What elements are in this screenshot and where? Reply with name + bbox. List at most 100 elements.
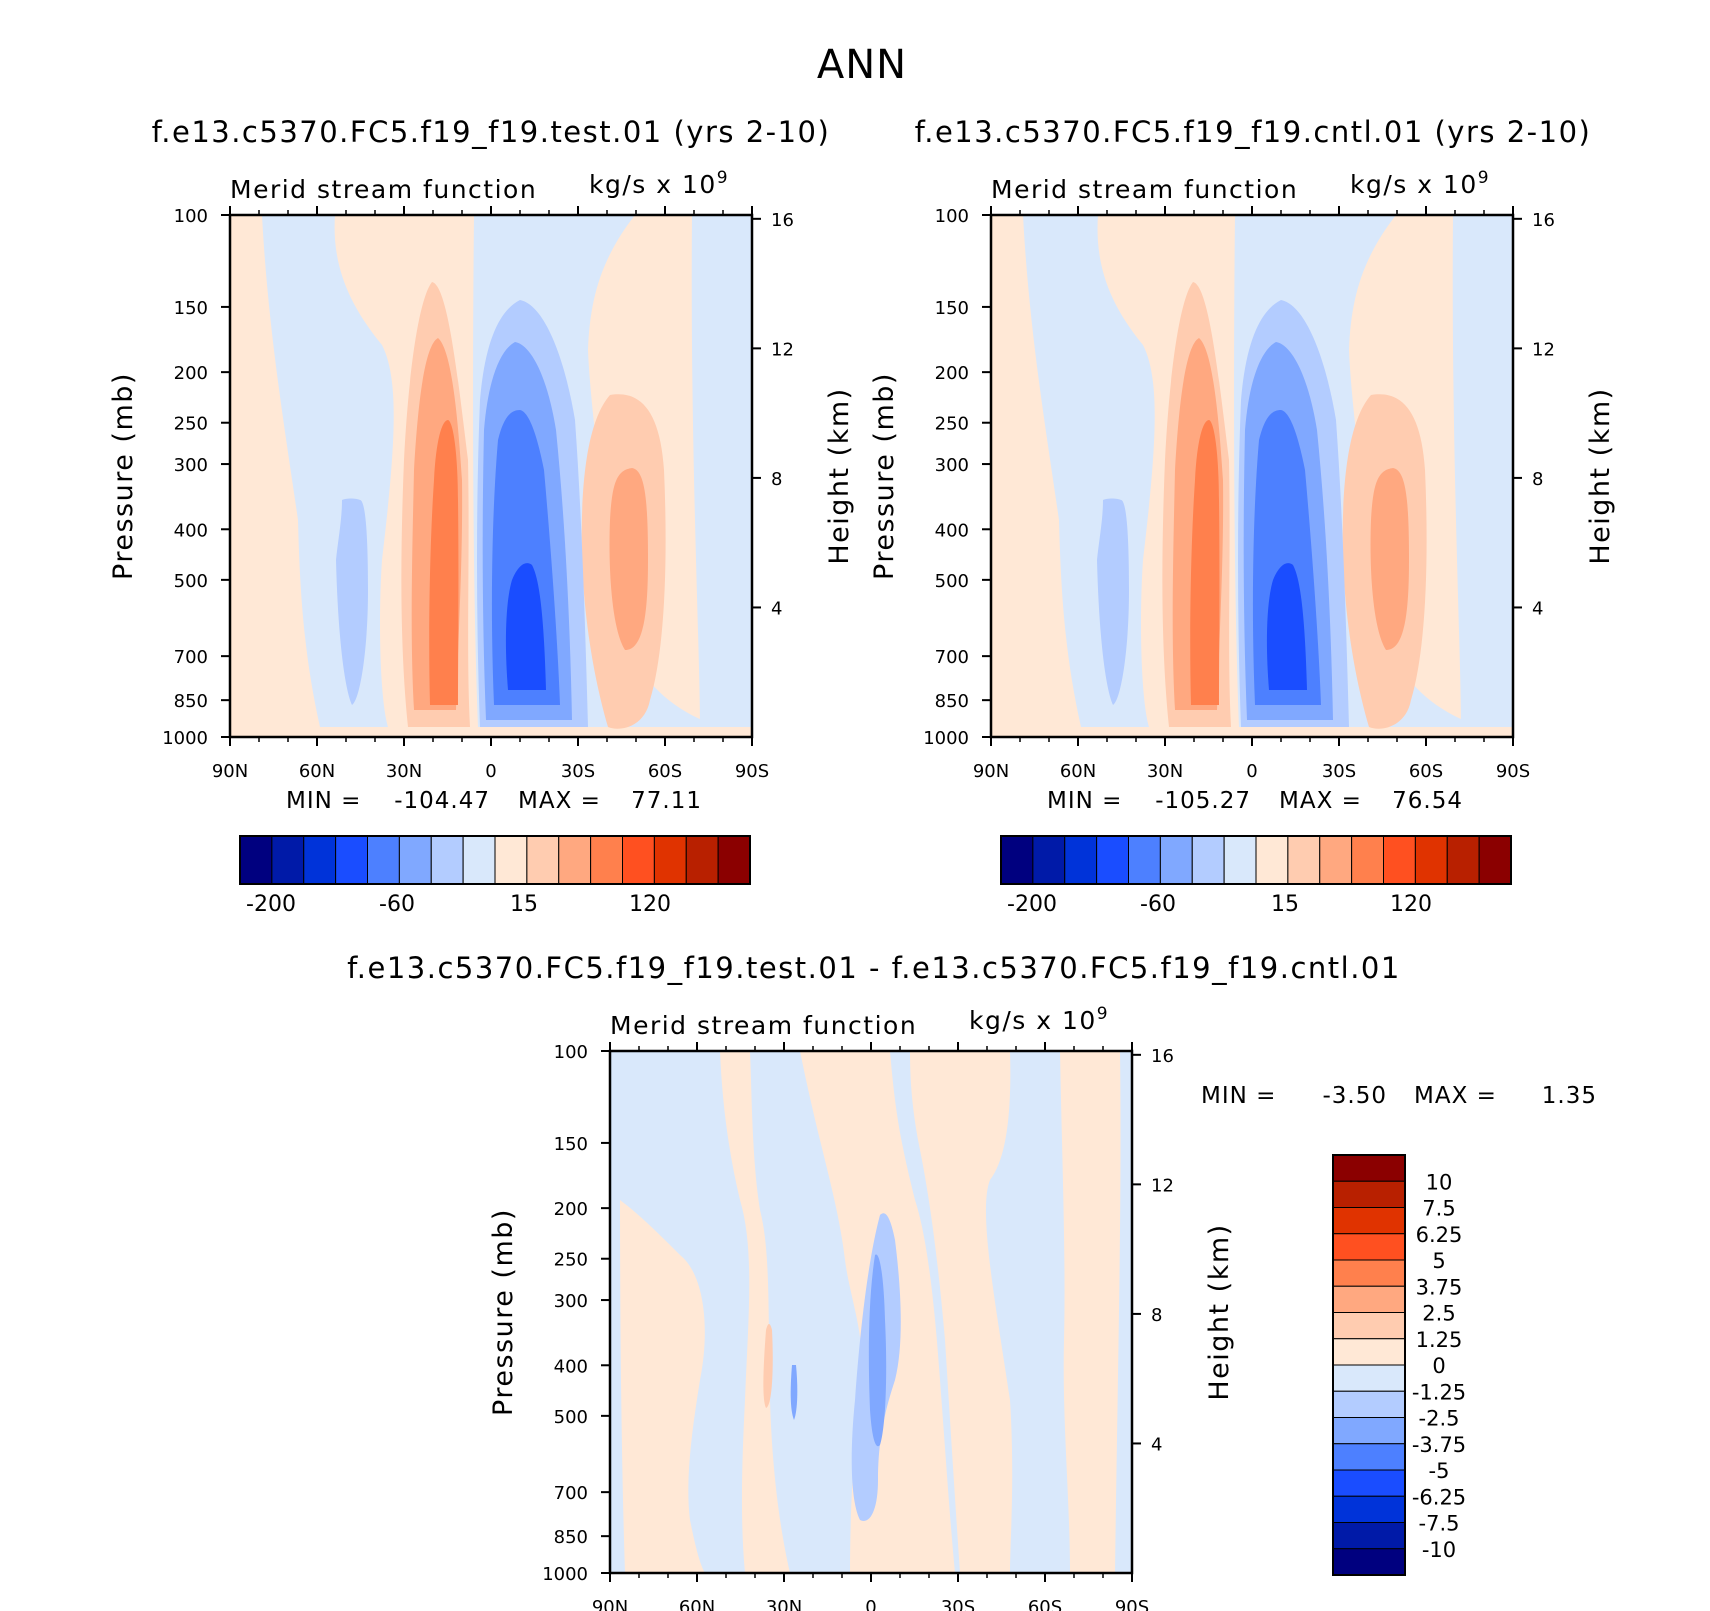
height-tick-label: 4 — [1532, 598, 1543, 619]
colorbar-swatch — [1223, 835, 1257, 885]
colorbar-swatch — [1332, 1364, 1406, 1392]
diff-subtropic-positive — [720, 1051, 790, 1573]
height-tick-label: 16 — [1532, 210, 1555, 231]
panel-test-ylabel-right: Height (km) — [824, 387, 855, 564]
x-tick-label: 30S — [941, 1597, 975, 1611]
x-tick-label: 60S — [1028, 1597, 1062, 1611]
panel-test-variable: Merid stream function — [230, 175, 537, 204]
y-tick-label: 500 — [174, 571, 208, 592]
x-tick-label: 90S — [735, 761, 769, 782]
cb-test-tick-2: -60 — [379, 892, 415, 917]
y-tick-label: 150 — [554, 1134, 588, 1155]
colorbar-swatch — [1351, 835, 1384, 885]
colorbar-swatch — [622, 835, 655, 885]
colorbar-swatch — [335, 835, 368, 885]
x-tick-label: 0 — [485, 761, 496, 782]
colorbar-swatch — [1332, 1469, 1406, 1497]
y-tick-label: 100 — [935, 206, 969, 227]
x-tick-label: 90S — [1496, 761, 1530, 782]
colorbar-swatch — [367, 835, 400, 885]
colorbar-swatch — [430, 835, 464, 885]
x-tick-label: 60S — [1409, 761, 1443, 782]
diff-sh-positive — [910, 1051, 1013, 1573]
cb-cntl-tick-2: -60 — [1140, 892, 1176, 917]
y-tick-label: 150 — [935, 298, 969, 319]
x-tick-label: 0 — [1246, 761, 1257, 782]
diff-small-positive — [763, 1324, 773, 1408]
sh-ferrel-core — [609, 468, 648, 650]
colorbar-swatch — [1319, 835, 1353, 885]
colorbar-frame — [239, 835, 751, 885]
panel-test-field — [230, 215, 752, 737]
colorbar-swatch — [1332, 1417, 1406, 1445]
colorbar-swatch — [398, 835, 432, 885]
panel-diff-min-label: MIN = — [1201, 1083, 1276, 1109]
units-exp: 9 — [717, 168, 729, 188]
panel-test-colorbar — [239, 835, 751, 885]
cb-test-tick-3: 15 — [510, 892, 538, 917]
colorbar-swatch — [653, 835, 687, 885]
colorbar-label: 10 — [1426, 1170, 1453, 1194]
height-tick-label: 12 — [1151, 1175, 1174, 1196]
colorbar-swatch — [271, 835, 305, 885]
panel-cntl-title: f.e13.c5370.FC5.f19_f19.cntl.01 (yrs 2-1… — [915, 115, 1592, 149]
height-tick-label: 8 — [771, 469, 782, 490]
colorbar-frame — [1000, 835, 1512, 885]
panel-diff: f.e13.c5370.FC5.f19_f19.test.01 - f.e13.… — [347, 951, 1597, 1611]
panel-cntl-max-label: MAX = — [1279, 788, 1362, 814]
colorbar-label: 1.25 — [1416, 1328, 1463, 1352]
colorbar-swatch — [1332, 1443, 1406, 1471]
colorbar-label: 6.25 — [1416, 1223, 1463, 1247]
cb-test-tick-4: 120 — [629, 892, 671, 917]
x-tick-label: 90S — [1115, 1597, 1149, 1611]
colorbar-swatch — [1128, 835, 1161, 885]
height-tick-label: 8 — [1532, 469, 1543, 490]
colorbar-frame — [1332, 1154, 1406, 1576]
panel-cntl-min-value: -105.27 — [1155, 788, 1251, 814]
panel-cntl-min-label: MIN = — [1047, 788, 1122, 814]
colorbar-swatch — [1191, 835, 1225, 885]
x-tick-label: 90N — [592, 1597, 628, 1611]
x-tick-label: 30S — [1322, 761, 1356, 782]
y-tick-label: 700 — [174, 647, 208, 668]
height-tick-label: 8 — [1151, 1305, 1162, 1326]
height-tick-label: 4 — [1151, 1434, 1162, 1455]
x-tick-label: 30N — [766, 1597, 802, 1611]
units-exp: 9 — [1478, 168, 1490, 188]
colorbar-label: -1.25 — [1412, 1380, 1466, 1404]
colorbar-label: -3.75 — [1412, 1433, 1466, 1457]
colorbar-swatch — [717, 835, 751, 885]
colorbar-swatch — [1332, 1259, 1406, 1287]
cb-cntl-tick-3: 15 — [1271, 892, 1299, 917]
colorbar-swatch — [1096, 835, 1129, 885]
panel-cntl-ylabel-right: Height (km) — [1585, 387, 1616, 564]
colorbar-swatch — [1332, 1233, 1406, 1261]
height-tick-label: 16 — [1151, 1046, 1174, 1067]
units-base: kg/s x 10 — [969, 1006, 1097, 1035]
panel-diff-title: f.e13.c5370.FC5.f19_f19.test.01 - f.e13.… — [347, 951, 1401, 985]
panel-diff-ylabel-right: Height (km) — [1204, 1223, 1235, 1400]
colorbar-label: -10 — [1422, 1538, 1456, 1562]
colorbar-swatch — [1064, 835, 1098, 885]
colorbar-swatch — [1332, 1154, 1406, 1182]
colorbar-label: 7.5 — [1422, 1197, 1455, 1221]
y-tick-label: 850 — [174, 691, 208, 712]
colorbar-swatch — [1332, 1207, 1406, 1235]
y-tick-label: 300 — [174, 455, 208, 476]
colorbar-label: 2.5 — [1422, 1302, 1455, 1326]
colorbar-swatch — [1414, 835, 1448, 885]
nh-ferrel-core — [336, 498, 368, 705]
y-tick-label: 700 — [935, 647, 969, 668]
nh-hadley-3 — [1190, 420, 1220, 705]
y-tick-label: 850 — [554, 1527, 588, 1548]
y-tick-label: 400 — [554, 1356, 588, 1377]
panel-cntl-axes: 90N 60N 30N 0 30S 60S 90S 100 150 200 250 300 400 500… — [923, 206, 1555, 782]
panel-diff-axes: 90N 60N 30N 0 30S 60S 90S 100 150 200 250 300 400 500… — [542, 1042, 1174, 1611]
y-tick-label: 300 — [554, 1291, 588, 1312]
x-tick-label: 90N — [973, 761, 1009, 782]
panel-test-min-label: MIN = — [286, 788, 361, 814]
panel-diff-max-value: 1.35 — [1542, 1083, 1597, 1109]
panel-diff-units: kg/s x 109 — [969, 1004, 1109, 1035]
units-base: kg/s x 10 — [589, 170, 717, 199]
